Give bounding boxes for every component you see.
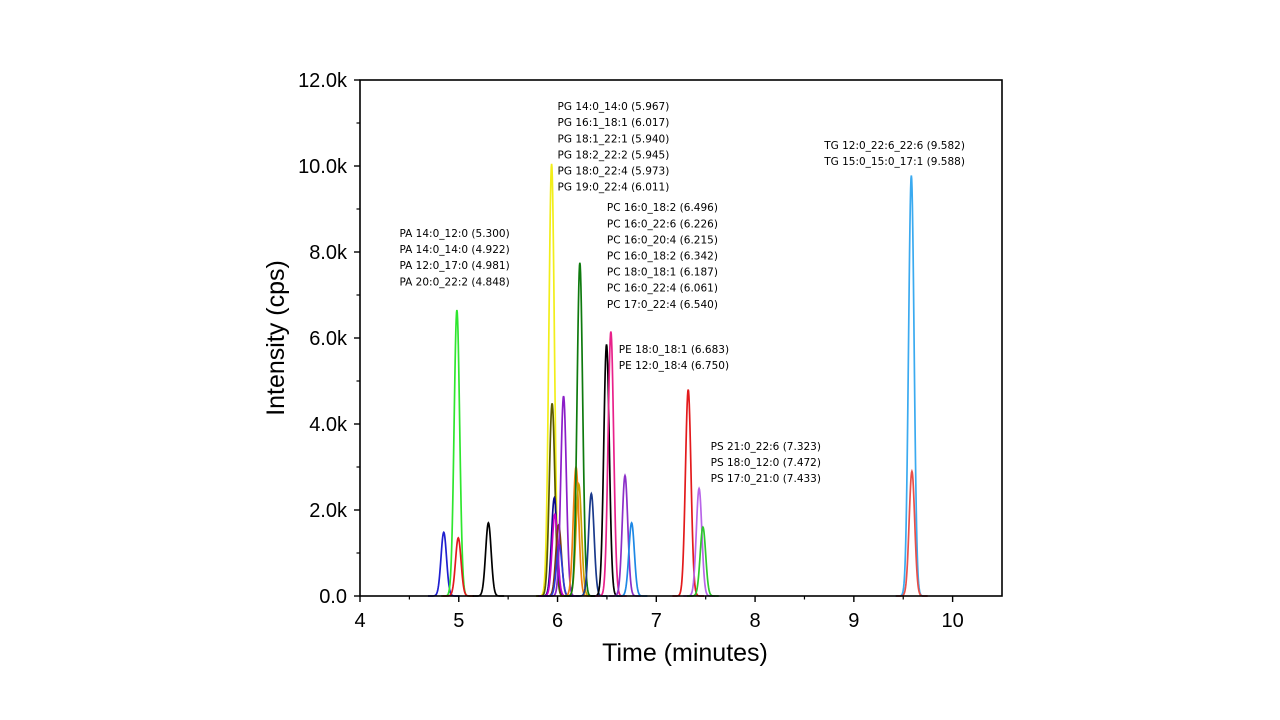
peak-annotation-label: PG 18:1_22:1 (5.940): [558, 133, 670, 145]
y-axis-title: Intensity (cps): [262, 260, 290, 416]
y-tick-label: 6.0k: [309, 328, 348, 350]
peak-annotations: PA 14:0_12:0 (5.300) PA 14:0_14:0 (4.922)…: [400, 101, 965, 485]
peak-annotation-label: PC 16:0_20:4 (6.215): [607, 234, 718, 246]
peak-annotation-label: PC 18:0_18:1 (6.187): [607, 267, 718, 279]
x-axis-title: Time (minutes): [602, 639, 768, 667]
y-tick-label: 10.0k: [298, 156, 348, 178]
peak-annotation-label: PA 12:0_17:0 (4.981): [400, 260, 510, 272]
peak-annotation-label: TG 15:0_15:0_17:1 (9.588): [823, 156, 965, 168]
y-tick-label: 2.0k: [309, 500, 348, 522]
x-tick-label: 5: [453, 610, 464, 632]
peak-annotation-label: PG 18:0_22:4 (5.973): [558, 166, 670, 178]
peak-annotation-label: PS 17:0_21:0 (7.433): [711, 473, 821, 485]
peak-trace: [896, 468, 928, 597]
x-tick-label: 7: [651, 610, 662, 632]
y-tick-label: 12.0k: [298, 70, 348, 92]
x-tick-label: 6: [552, 610, 563, 632]
peak-annotation-label: PE 12:0_18:4 (6.750): [619, 360, 729, 372]
y-axis-ticks: 0.0 2.0k 4.0k 6.0k 8.0k 10.0k 12.0k: [298, 70, 360, 608]
x-tick-label: 8: [750, 610, 761, 632]
peak-annotation-label: PG 16:1_18:1 (6.017): [558, 117, 670, 129]
peak-annotation-label: TG 12:0_22:6_22:6 (9.582): [823, 140, 965, 152]
peak-annotation-label: PG 18:2_22:2 (5.945): [558, 149, 670, 161]
peak-annotation-label: PC 16:0_18:2 (6.342): [607, 250, 718, 262]
peak-annotation-label: PG 19:0_22:4 (6.011): [558, 182, 670, 194]
peak-annotation-label: PC 16:0_18:2 (6.496): [607, 202, 718, 214]
peak-trace: [895, 175, 928, 597]
peak-annotation-label: PE 18:0_18:1 (6.683): [619, 344, 729, 356]
peak-trace: [683, 486, 715, 597]
y-tick-label: 4.0k: [309, 414, 348, 436]
x-tick-label: 10: [941, 610, 963, 632]
peak-annotation-label: PS 21:0_22:6 (7.323): [711, 441, 821, 453]
peak-annotation-label: PS 18:0_12:0 (7.472): [711, 457, 821, 469]
peak-annotation-label: PG 14:0_14:0 (5.967): [558, 101, 670, 113]
peak-annotation-label: PA 20:0_22:2 (4.848): [400, 276, 510, 288]
peak-annotation-label: PC 17:0_22:4 (6.540): [607, 299, 718, 311]
y-tick-label: 8.0k: [309, 242, 348, 264]
peak-annotation-label: PA 14:0_12:0 (5.300): [400, 228, 510, 240]
peak-annotation-label: PA 14:0_14:0 (4.922): [400, 244, 510, 256]
peak-annotation-label: PC 16:0_22:6 (6.226): [607, 218, 718, 230]
x-tick-label: 9: [848, 610, 859, 632]
x-axis-ticks: 4 5 6 7 8 9 10: [354, 596, 964, 632]
y-tick-label: 0.0: [319, 586, 347, 608]
x-tick-label: 4: [354, 610, 365, 632]
peak-annotation-label: PC 16:0_22:4 (6.061): [607, 283, 718, 295]
peak-trace: [472, 521, 505, 597]
